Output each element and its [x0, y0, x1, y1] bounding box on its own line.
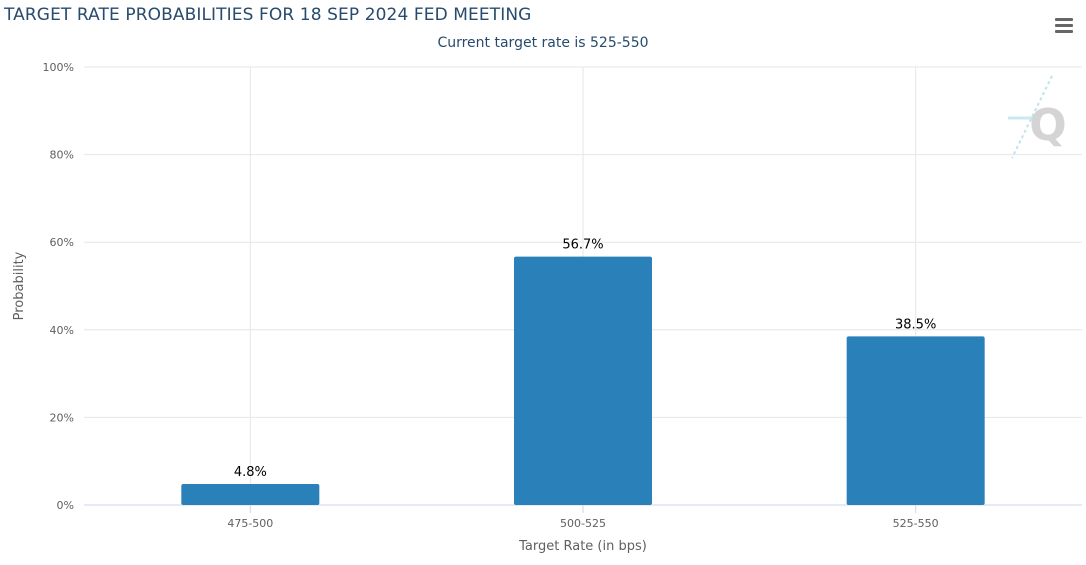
y-tick-label: 0% — [57, 499, 74, 512]
bars-layer — [181, 256, 985, 505]
chart-title: TARGET RATE PROBABILITIES FOR 18 SEP 202… — [4, 5, 532, 25]
watermark-letter: Q — [1029, 100, 1066, 151]
y-tick-label: 100% — [43, 61, 74, 74]
data-label-500-525: 56.7% — [562, 238, 603, 253]
x-tick-label: 525-550 — [893, 517, 939, 530]
bar-525-550[interactable] — [846, 336, 985, 505]
bar-475-500[interactable] — [181, 483, 320, 505]
x-tick-label: 500-525 — [560, 517, 606, 530]
hamburger-menu-icon[interactable] — [1052, 14, 1076, 36]
x-tick-label: 475-500 — [227, 517, 273, 530]
y-tick-label: 60% — [50, 236, 74, 249]
q-logo-icon: Q — [1008, 75, 1067, 159]
x-axis-title: Target Rate (in bps) — [518, 539, 647, 554]
labels-layer: 4.8% 475-500 56.7% 500-525 38.5% 525-550 — [227, 238, 938, 530]
data-label-525-550: 38.5% — [895, 317, 936, 332]
y-tick-label: 20% — [50, 411, 74, 424]
bar-500-525[interactable] — [514, 256, 652, 505]
y-tick-label: 80% — [50, 149, 74, 162]
y-tick-label: 40% — [50, 324, 74, 337]
data-label-475-500: 4.8% — [234, 465, 267, 480]
chart-subtitle: Current target rate is 525-550 — [437, 35, 649, 51]
y-axis-title: Probability — [12, 251, 27, 320]
